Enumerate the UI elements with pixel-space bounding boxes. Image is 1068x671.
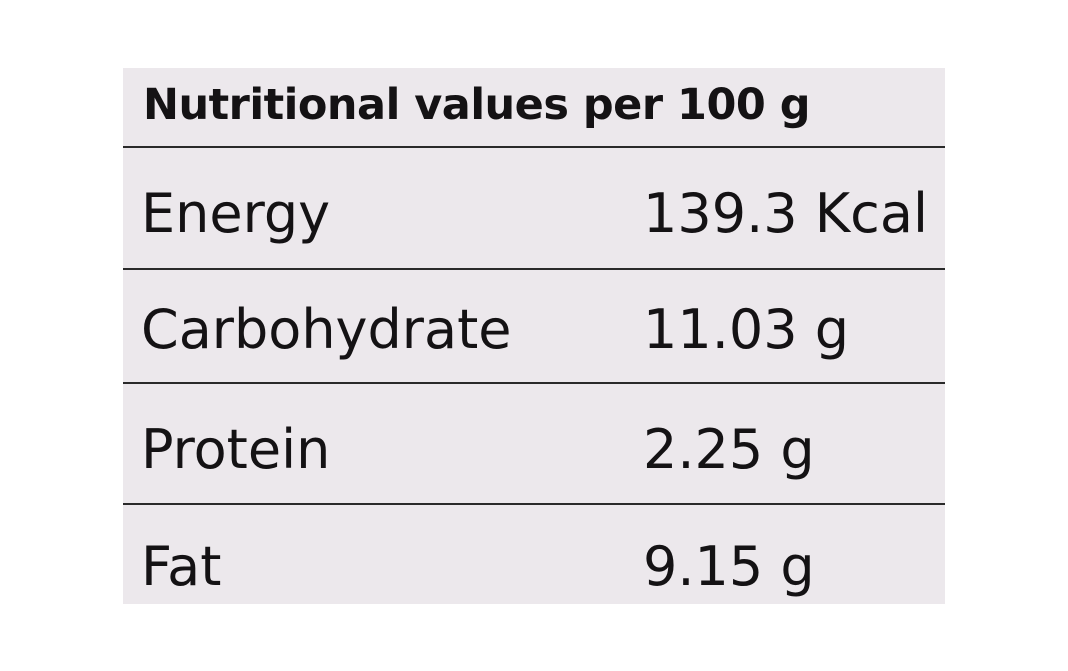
row-protein-value: 2.25 g xyxy=(643,418,815,481)
row-fat-name: Fat xyxy=(141,535,222,598)
row-energy-value: 139.3 Kcal xyxy=(643,182,928,245)
table-title: Nutritional values per 100 g xyxy=(143,80,811,130)
nutrition-label: Nutritional values per 100 g Energy 139.… xyxy=(123,68,945,604)
row-energy-name: Energy xyxy=(141,182,331,245)
divider xyxy=(123,503,945,505)
row-fat-value: 9.15 g xyxy=(643,535,815,598)
row-carbohydrate-value: 11.03 g xyxy=(643,298,850,361)
divider xyxy=(123,382,945,384)
divider xyxy=(123,268,945,270)
row-protein-name: Protein xyxy=(141,418,331,481)
row-carbohydrate-name: Carbohydrate xyxy=(141,298,512,361)
divider xyxy=(123,146,945,148)
